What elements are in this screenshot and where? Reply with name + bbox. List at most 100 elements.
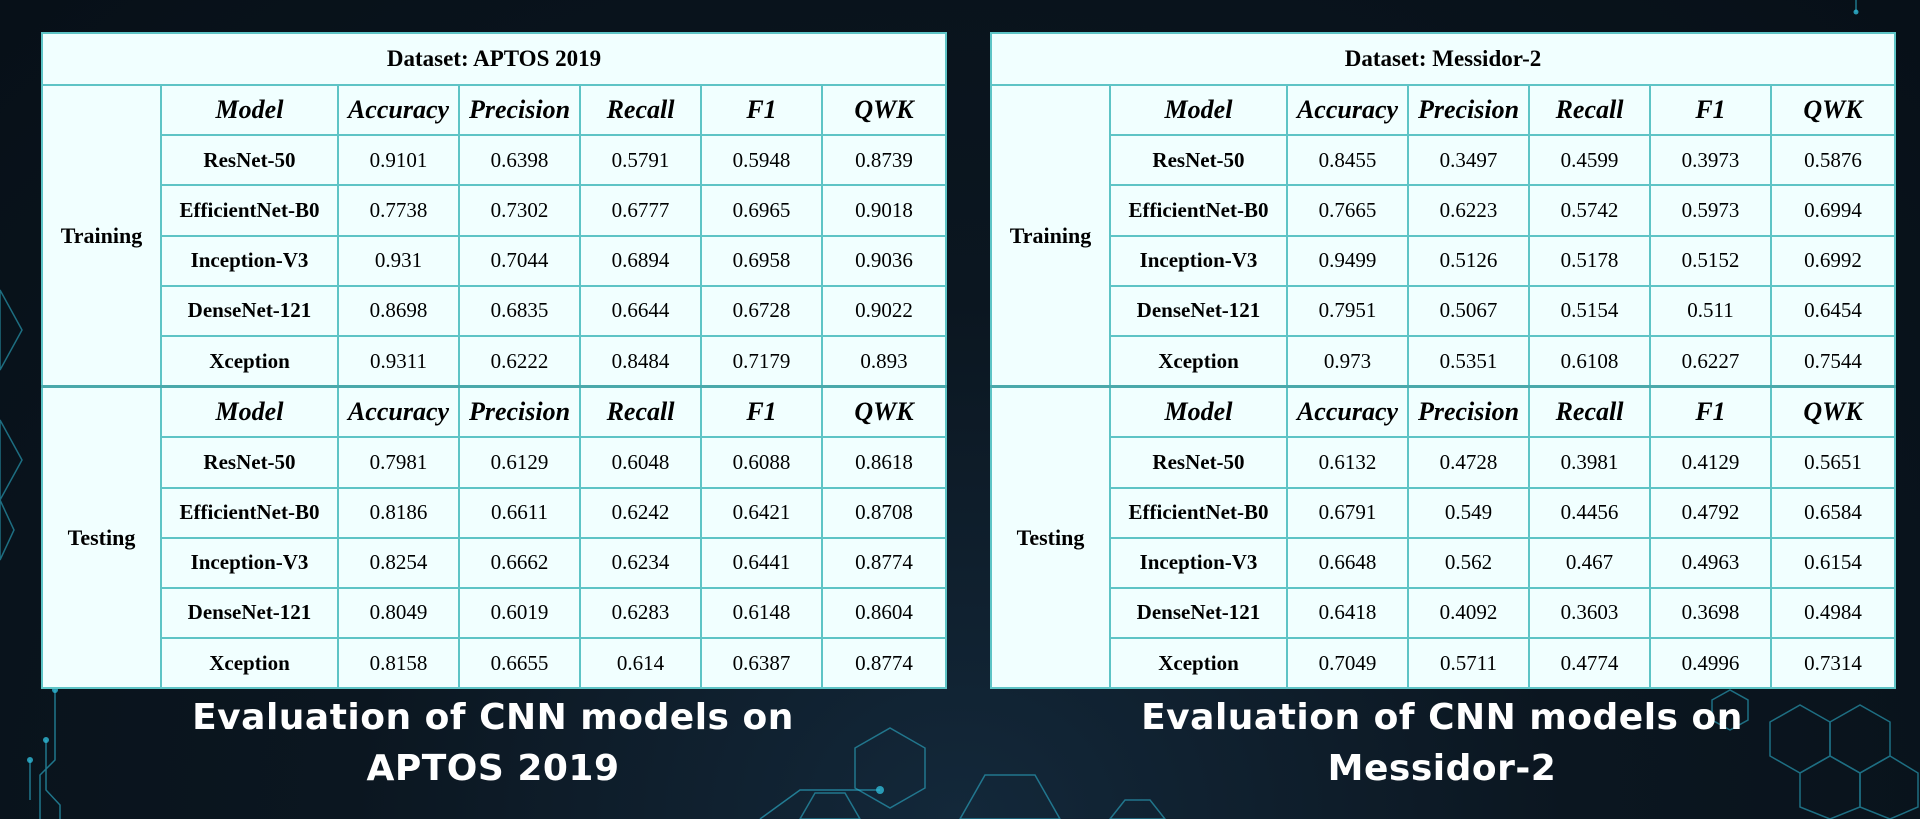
accuracy-cell: 0.8049: [337, 586, 460, 640]
qwk-cell: 0.9036: [820, 234, 948, 287]
model-name-cell: ResNet-50: [160, 134, 339, 187]
qwk-cell: 0.6992: [1770, 234, 1896, 287]
precision-cell: 0.6655: [458, 637, 581, 690]
recall-cell: 0.8484: [579, 334, 702, 388]
table-row: DenseNet-121 0.6418 0.4092 0.3603 0.3698…: [991, 586, 1896, 640]
precision-cell: 0.6222: [458, 334, 581, 388]
accuracy-cell: 0.8186: [337, 486, 460, 539]
model-name-cell: EfficientNet-B0: [160, 486, 339, 539]
precision-cell: 0.5351: [1407, 334, 1530, 388]
f1-cell: 0.6965: [700, 184, 823, 237]
model-name-cell: EfficientNet-B0: [1109, 184, 1288, 237]
precision-cell: 0.6223: [1407, 184, 1530, 237]
accuracy-cell: 0.973: [1286, 334, 1409, 388]
table-row: EfficientNet-B0 0.7738 0.7302 0.6777 0.6…: [42, 184, 948, 237]
precision-cell: 0.4728: [1407, 436, 1530, 489]
column-header-qwk: QWK: [1770, 83, 1896, 137]
recall-cell: 0.4456: [1528, 486, 1651, 539]
model-name-cell: Xception: [1109, 637, 1288, 690]
table-row: Inception-V3 0.8254 0.6662 0.6234 0.6441…: [42, 536, 948, 589]
recall-cell: 0.4599: [1528, 134, 1651, 187]
phase-label-training: Training: [990, 84, 1111, 388]
qwk-cell: 0.5651: [1770, 436, 1896, 489]
model-name-cell: Xception: [160, 334, 339, 388]
model-name-cell: Xception: [1109, 334, 1288, 388]
table-row: ResNet-50 0.7981 0.6129 0.6048 0.6088 0.…: [42, 436, 948, 489]
qwk-cell: 0.4984: [1770, 586, 1896, 640]
table-row: EfficientNet-B0 0.7665 0.6223 0.5742 0.5…: [991, 184, 1896, 237]
messidor-results-table: Dataset: Messidor-2 Training Model Accur…: [990, 32, 1896, 690]
qwk-cell: 0.9018: [820, 184, 948, 237]
f1-cell: 0.4792: [1649, 486, 1772, 539]
f1-cell: 0.4996: [1649, 637, 1772, 690]
model-name-cell: Inception-V3: [1109, 536, 1288, 589]
accuracy-cell: 0.6648: [1286, 536, 1409, 589]
precision-cell: 0.4092: [1407, 586, 1530, 640]
accuracy-cell: 0.7738: [337, 184, 460, 237]
hexagon-shape-left-3: [0, 499, 15, 561]
column-header-accuracy: Accuracy: [337, 83, 460, 137]
table-row: DenseNet-121 0.7951 0.5067 0.5154 0.511 …: [991, 284, 1896, 337]
accuracy-cell: 0.6791: [1286, 486, 1409, 539]
hexagon-shape-left-1: [0, 289, 23, 371]
precision-cell: 0.6611: [458, 486, 581, 539]
model-name-cell: Inception-V3: [160, 536, 339, 589]
model-name-cell: ResNet-50: [1109, 134, 1288, 187]
table-row: Xception 0.8158 0.6655 0.614 0.6387 0.87…: [42, 637, 948, 690]
caption-line-2: Messidor-2: [1327, 748, 1557, 789]
recall-cell: 0.4774: [1528, 637, 1651, 690]
qwk-cell: 0.6584: [1770, 486, 1896, 539]
table-row: Inception-V3 0.6648 0.562 0.467 0.4963 0…: [991, 536, 1896, 589]
column-header-precision: Precision: [458, 83, 581, 137]
column-header-accuracy: Accuracy: [1286, 385, 1409, 439]
model-name-cell: ResNet-50: [1109, 436, 1288, 489]
qwk-cell: 0.8774: [820, 536, 948, 589]
recall-cell: 0.467: [1528, 536, 1651, 589]
circuit-line-mid: [759, 789, 880, 819]
precision-cell: 0.5711: [1407, 637, 1530, 690]
precision-cell: 0.549: [1407, 486, 1530, 539]
hexagon-shape-mid-4: [1109, 799, 1166, 819]
column-header-recall: Recall: [1528, 385, 1651, 439]
table-row: DenseNet-121 0.8049 0.6019 0.6283 0.6148…: [42, 586, 948, 640]
hexagon-shape-left-2: [0, 419, 23, 501]
caption-line-1: Evaluation of CNN models on: [192, 697, 794, 738]
qwk-cell: 0.5876: [1770, 134, 1896, 187]
accuracy-cell: 0.9101: [337, 134, 460, 187]
table-row: EfficientNet-B0 0.6791 0.549 0.4456 0.47…: [991, 486, 1896, 539]
model-name-cell: EfficientNet-B0: [160, 184, 339, 237]
phase-label-testing: Testing: [41, 385, 162, 690]
f1-cell: 0.7179: [700, 334, 823, 388]
f1-cell: 0.6088: [700, 436, 823, 489]
column-header-f1: F1: [700, 83, 823, 137]
table-row: Inception-V3 0.9499 0.5126 0.5178 0.5152…: [991, 234, 1896, 287]
column-header-recall: Recall: [579, 385, 702, 439]
f1-cell: 0.5973: [1649, 184, 1772, 237]
aptos-caption: Evaluation of CNN models on APTOS 2019: [41, 692, 945, 794]
recall-cell: 0.3981: [1528, 436, 1651, 489]
model-name-cell: DenseNet-121: [1109, 284, 1288, 337]
recall-cell: 0.6234: [579, 536, 702, 589]
accuracy-cell: 0.6418: [1286, 586, 1409, 640]
table-row: ResNet-50 0.9101 0.6398 0.5791 0.5948 0.…: [42, 134, 948, 187]
accuracy-cell: 0.7665: [1286, 184, 1409, 237]
model-name-cell: Inception-V3: [160, 234, 339, 287]
phase-label-testing: Testing: [990, 385, 1111, 690]
precision-cell: 0.6662: [458, 536, 581, 589]
qwk-cell: 0.893: [820, 334, 948, 388]
qwk-cell: 0.8708: [820, 486, 948, 539]
table-row: EfficientNet-B0 0.8186 0.6611 0.6242 0.6…: [42, 486, 948, 539]
column-header-model: Model: [1109, 83, 1288, 137]
f1-cell: 0.4963: [1649, 536, 1772, 589]
f1-cell: 0.3973: [1649, 134, 1772, 187]
recall-cell: 0.6283: [579, 586, 702, 640]
accuracy-cell: 0.8158: [337, 637, 460, 690]
qwk-cell: 0.9022: [820, 284, 948, 337]
messidor-panel: Dataset: Messidor-2 Training Model Accur…: [990, 32, 1896, 690]
table-header-row: Testing Model Accuracy Precision Recall …: [990, 385, 1896, 690]
accuracy-cell: 0.6132: [1286, 436, 1409, 489]
model-name-cell: DenseNet-121: [160, 586, 339, 640]
column-header-precision: Precision: [458, 385, 581, 439]
aptos-results-table: Dataset: APTOS 2019 Training Model Accur…: [40, 32, 948, 690]
recall-cell: 0.5791: [579, 134, 702, 187]
